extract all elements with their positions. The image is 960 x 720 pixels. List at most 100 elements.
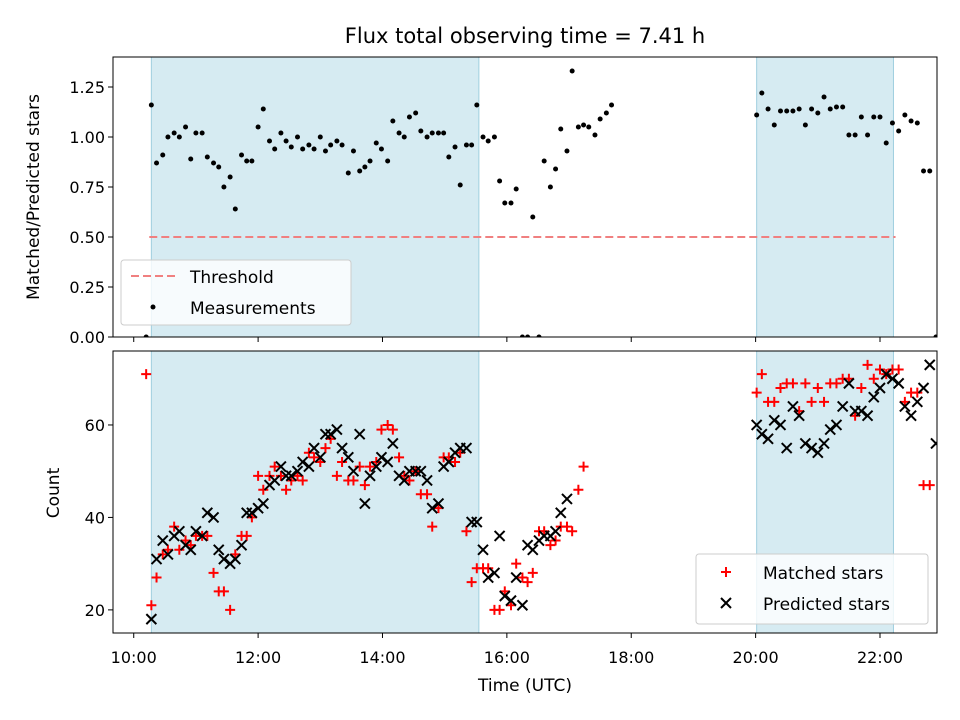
measurement-point (603, 110, 609, 116)
bottom-data-group (141, 359, 937, 625)
measurement-point (871, 114, 877, 120)
matched-stars-point (450, 456, 461, 467)
top-axes-frame (112, 56, 938, 338)
measurement-point (216, 164, 222, 170)
predicted-stars-point (493, 530, 506, 542)
predicted-stars-point (762, 433, 774, 445)
measurement-point (244, 158, 250, 164)
measurement-point (765, 106, 771, 112)
predicted-stars-point (235, 539, 248, 551)
matched-stars-point (387, 424, 398, 435)
predicted-stars-point (477, 544, 489, 556)
bottom-axes-frame (112, 350, 938, 634)
bottom-legend: Matched stars Predicted stars (695, 553, 929, 625)
measurement-point (193, 130, 199, 136)
matched-stars-point (756, 369, 767, 380)
predicted-stars-point (364, 470, 376, 482)
predicted-stars-point (527, 544, 539, 556)
predicted-stars-point (314, 451, 327, 464)
predicted-stars-point (482, 571, 494, 584)
measurement-point (294, 134, 300, 140)
predicted-stars-point (308, 442, 320, 454)
predicted-stars-point (787, 400, 799, 413)
matched-stars-point (309, 452, 320, 463)
measurement-point (497, 178, 503, 184)
bottom-y-axis-label: Count (44, 467, 64, 518)
top-y-tick-label: 1.25 (69, 78, 105, 97)
matched-stars-point (297, 475, 308, 486)
measurement-point (754, 112, 760, 118)
matched-stars-point (522, 577, 533, 588)
matched-stars-point (769, 396, 780, 407)
predicted-stars-point (319, 428, 332, 440)
matched-stars-point (376, 424, 387, 435)
predicted-stars-point (157, 534, 169, 547)
measurement-point (406, 114, 412, 120)
measurement-point (502, 200, 508, 206)
predicted-stars-point (805, 442, 818, 454)
measurement-point (357, 168, 363, 174)
matched-stars-point (494, 604, 505, 615)
matched-stars-point (331, 470, 342, 481)
measurement-point (183, 124, 189, 130)
measurement-point (821, 94, 827, 100)
matched-stars-point (146, 600, 157, 611)
legend-predicted-swatch (720, 597, 732, 609)
predicted-stars-point (347, 465, 360, 477)
measurement-point (771, 122, 777, 128)
matched-stars-point (141, 369, 152, 380)
matched-stars-point (365, 461, 376, 472)
predicted-stars-point (285, 470, 297, 482)
measurement-point (846, 132, 852, 138)
predicted-stars-point (471, 516, 483, 528)
predicted-stars-point (917, 382, 930, 394)
predicted-stars-point (375, 451, 388, 464)
predicted-stars-point (768, 414, 780, 427)
top-y-tick-label: 0.25 (69, 278, 105, 297)
matched-stars-point (511, 558, 522, 569)
matched-stars-point (787, 378, 798, 389)
matched-stars-point (218, 586, 229, 597)
predicted-stars-point (280, 470, 292, 482)
measurement-point (558, 126, 564, 132)
predicted-stars-point (381, 456, 394, 468)
measurement-point (827, 106, 833, 112)
predicted-stars-point (443, 456, 455, 468)
top-y-tick-label: 1.00 (69, 128, 105, 147)
predicted-stars-point (387, 437, 399, 450)
predicted-stars-point (275, 460, 287, 473)
measurement-point (317, 134, 323, 140)
measurement-point (508, 200, 514, 206)
matched-stars-point (151, 572, 162, 583)
measurement-point (908, 118, 914, 124)
matched-stars-point (208, 567, 219, 578)
measurement-point (339, 142, 345, 148)
measurement-point (300, 146, 306, 152)
measurement-point (188, 156, 194, 162)
matched-stars-point (561, 521, 572, 532)
predicted-stars-point (185, 544, 197, 556)
measurement-point (536, 334, 542, 337)
predicted-stars-point (774, 419, 787, 431)
matched-stars-point (174, 544, 185, 555)
measurement-point (390, 118, 396, 124)
measurement-point (796, 106, 802, 112)
predicted-stars-point (824, 423, 836, 436)
measurement-point (564, 148, 570, 154)
matched-stars-point (269, 461, 280, 472)
predicted-stars-point (421, 474, 433, 487)
predicted-stars-point (342, 451, 354, 464)
top-data-group (143, 68, 937, 337)
x-tick-label: 20:00 (733, 648, 779, 667)
legend-predicted-label: Predicted stars (763, 595, 890, 615)
matched-stars-point (517, 572, 528, 583)
measurement-point (889, 120, 895, 126)
predicted-stars-point (886, 373, 899, 385)
matched-stars-point (394, 452, 405, 463)
predicted-stars-point (190, 525, 202, 538)
predicted-stars-point (812, 446, 824, 459)
predicted-stars-point (432, 497, 445, 510)
top-shaded-span (756, 57, 894, 337)
measurement-point (877, 114, 883, 120)
measurement-point (865, 132, 871, 138)
